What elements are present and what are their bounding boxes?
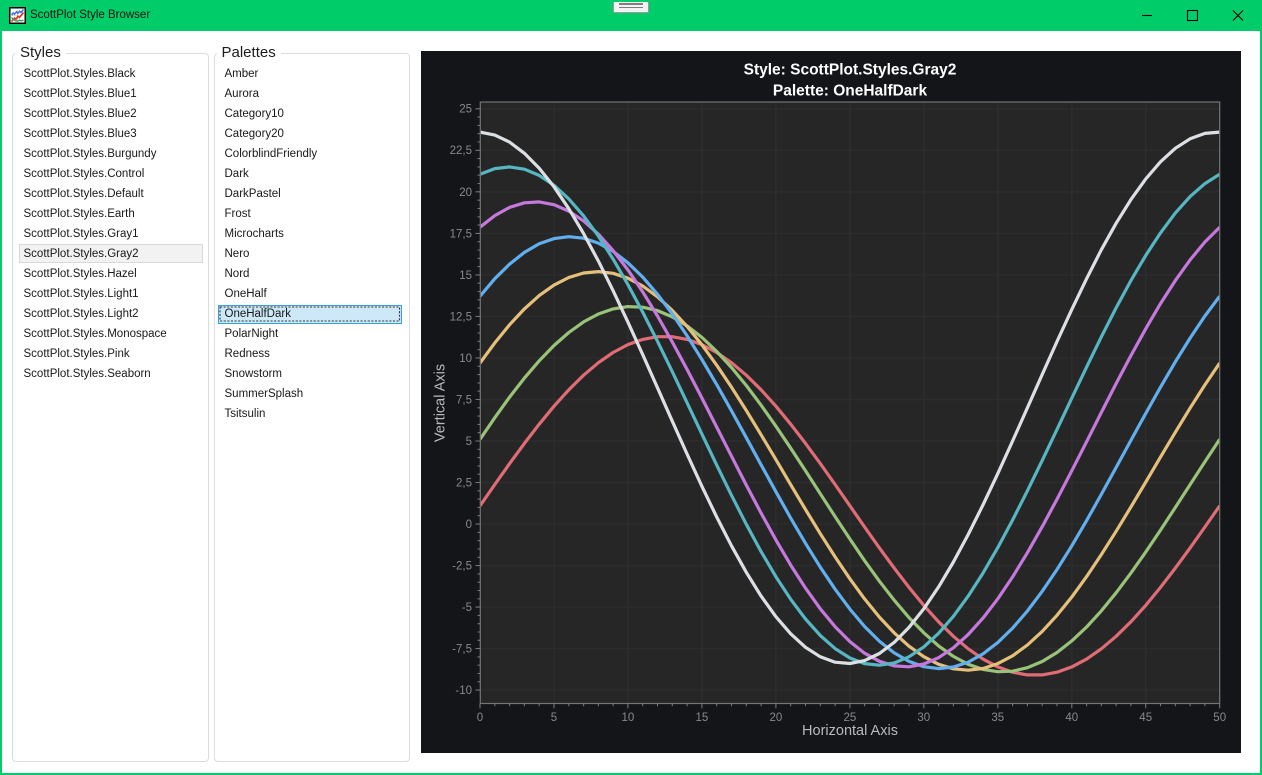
svg-text:5: 5 — [551, 712, 557, 724]
svg-text:30: 30 — [917, 712, 930, 724]
svg-text:35: 35 — [991, 712, 1004, 724]
svg-text:Palette: OneHalfDark: Palette: OneHalfDark — [773, 83, 928, 100]
svg-text:10: 10 — [459, 353, 472, 365]
svg-text:-7,5: -7,5 — [452, 644, 472, 656]
svg-text:17,5: 17,5 — [450, 228, 472, 240]
svg-text:20: 20 — [770, 712, 783, 724]
svg-text:45: 45 — [1139, 712, 1152, 724]
svg-text:10: 10 — [622, 712, 635, 724]
svg-text:20: 20 — [459, 187, 472, 199]
svg-text:22,5: 22,5 — [450, 145, 472, 157]
svg-text:-2,5: -2,5 — [452, 561, 472, 573]
svg-text:50: 50 — [1213, 712, 1226, 724]
svg-text:5: 5 — [466, 436, 472, 448]
svg-text:40: 40 — [1065, 712, 1078, 724]
svg-text:0: 0 — [477, 712, 483, 724]
svg-text:15: 15 — [459, 270, 472, 282]
svg-text:Horizontal Axis: Horizontal Axis — [802, 723, 898, 739]
svg-text:25: 25 — [459, 104, 472, 116]
svg-text:7,5: 7,5 — [456, 394, 472, 406]
svg-text:-5: -5 — [462, 602, 472, 614]
svg-text:Vertical Axis: Vertical Axis — [433, 364, 449, 442]
svg-text:0: 0 — [466, 519, 472, 531]
svg-text:25: 25 — [844, 712, 857, 724]
svg-text:-10: -10 — [455, 685, 472, 697]
svg-text:15: 15 — [696, 712, 709, 724]
svg-text:Style: ScottPlot.Styles.Gray2: Style: ScottPlot.Styles.Gray2 — [744, 62, 957, 79]
svg-text:12,5: 12,5 — [450, 311, 472, 323]
svg-text:2,5: 2,5 — [456, 477, 472, 489]
